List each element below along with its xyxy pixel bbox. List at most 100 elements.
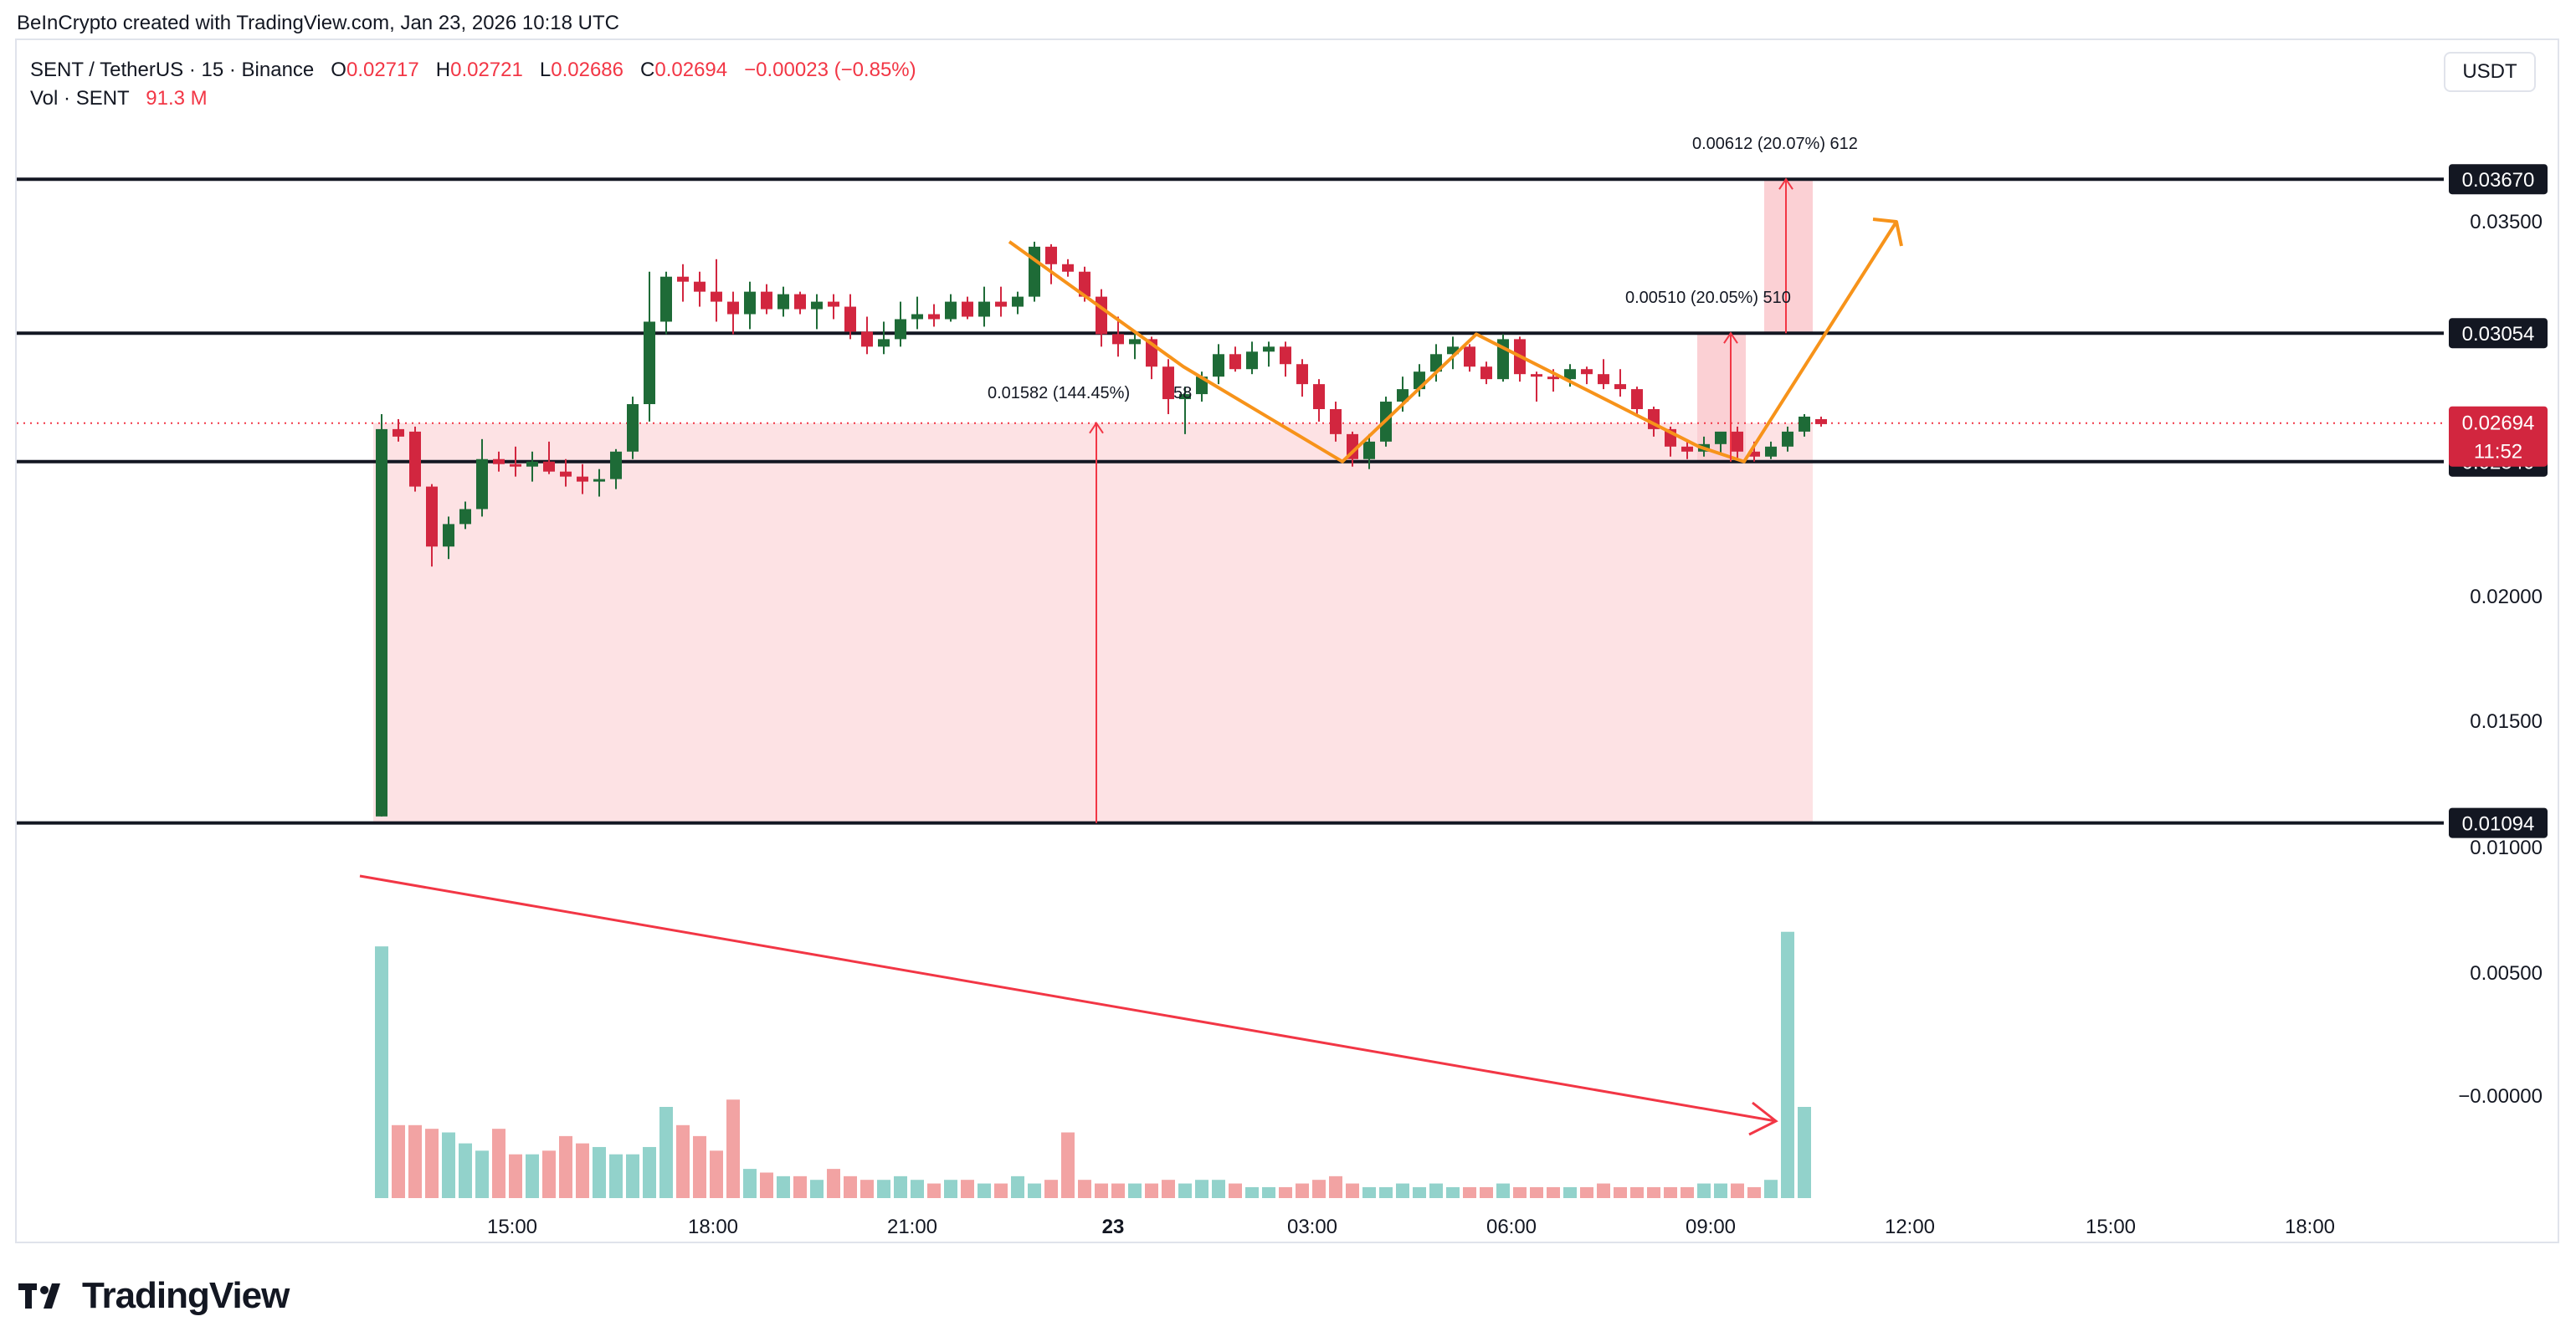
- candle-body: [1799, 416, 1810, 432]
- volume-trend-line: [359, 874, 1777, 1123]
- volume-bar: [726, 1099, 740, 1198]
- candle-body: [1681, 446, 1693, 452]
- candle-body: [526, 461, 538, 467]
- candle-body: [928, 314, 940, 320]
- measure-label-main-suffix: 58: [1173, 384, 1192, 402]
- volume-bar: [1429, 1183, 1443, 1198]
- volume-bar: [659, 1107, 673, 1198]
- projection-arrowhead: [1872, 218, 1903, 247]
- candle-body: [1581, 369, 1593, 375]
- candle-body: [1246, 351, 1258, 370]
- candle-body: [1732, 431, 1743, 452]
- volume-bar: [676, 1124, 690, 1198]
- volume-label[interactable]: Vol · SENT: [30, 87, 130, 110]
- candle-body: [1012, 296, 1024, 307]
- volume-bar: [576, 1143, 589, 1198]
- volume-bar: [1095, 1183, 1108, 1198]
- volume-bar: [693, 1135, 706, 1198]
- candle-body: [1815, 418, 1827, 424]
- candle-body: [1598, 374, 1609, 385]
- low-label: L: [539, 59, 552, 81]
- candle-body: [493, 458, 505, 464]
- volume-bar: [793, 1176, 807, 1198]
- volume-bar: [1162, 1180, 1175, 1198]
- candle-body: [1765, 446, 1777, 457]
- candle-body: [1531, 374, 1542, 377]
- candle-body: [393, 428, 404, 437]
- symbol-name[interactable]: SENT / TetherUS · 15 · Binance: [30, 59, 315, 81]
- x-tick-label: 18:00: [2285, 1216, 2335, 1238]
- low-value: 0.02686: [551, 59, 623, 81]
- x-tick-label: 12:00: [1885, 1216, 1935, 1238]
- candle-body: [1129, 339, 1141, 345]
- volume-bar: [408, 1124, 422, 1198]
- candle-body: [1363, 441, 1375, 459]
- volume-bar: [1262, 1186, 1275, 1198]
- volume-bar: [1463, 1186, 1476, 1198]
- volume-bar: [1312, 1180, 1326, 1198]
- x-tick-label: 03:00: [1287, 1216, 1337, 1238]
- volume-trend-arrowhead: [1748, 1101, 1778, 1136]
- y-tick-label: 0.01500: [2470, 710, 2543, 733]
- candle-body: [1280, 346, 1291, 365]
- volume-bar: [1563, 1186, 1577, 1198]
- volume-bar: [643, 1146, 656, 1198]
- volume-bar: [1178, 1183, 1192, 1198]
- volume-bar: [375, 946, 388, 1198]
- currency-button[interactable]: USDT: [2444, 52, 2536, 92]
- x-tick-label: 18:00: [688, 1216, 738, 1238]
- level-badge: [2449, 164, 2548, 195]
- chart-attribution: BeInCrypto created with TradingView.com,…: [17, 12, 619, 34]
- x-tick-label: 15:00: [487, 1216, 537, 1238]
- x-tick-label: 06:00: [1486, 1216, 1537, 1238]
- candle-body: [1748, 451, 1760, 457]
- measure-arrowhead-0: [1089, 421, 1104, 434]
- volume-bar: [1798, 1107, 1811, 1198]
- volume-bar: [1496, 1183, 1510, 1198]
- level-badge-label: 0.03670: [2462, 169, 2535, 192]
- volume-bar: [710, 1150, 723, 1198]
- volume-bar: [1212, 1180, 1225, 1198]
- candle-body: [1330, 409, 1342, 434]
- volume-bar: [1731, 1183, 1744, 1198]
- volume-layer: [375, 931, 1811, 1198]
- volume-bar: [1296, 1183, 1309, 1198]
- volume-bar: [1061, 1132, 1075, 1198]
- volume-bar: [1396, 1183, 1409, 1198]
- volume-bar: [1630, 1186, 1644, 1198]
- close-label: C: [640, 59, 655, 81]
- pattern-path: [1008, 220, 1898, 464]
- level-badge: [2449, 318, 2548, 349]
- volume-bar: [877, 1180, 890, 1198]
- volume-bar: [944, 1180, 957, 1198]
- candle-body: [1029, 246, 1040, 297]
- candle-body: [376, 428, 387, 817]
- candle-body: [844, 306, 856, 332]
- candle-body: [761, 291, 772, 310]
- y-tick-label: 0.03500: [2470, 211, 2543, 233]
- chart-frame: [15, 38, 2559, 1243]
- candle-body: [426, 486, 438, 547]
- candle-body: [1480, 366, 1492, 380]
- levels-layer: [17, 177, 2444, 825]
- volume-bar: [1747, 1186, 1761, 1198]
- volume-bar: [978, 1183, 991, 1198]
- candle-body: [1614, 384, 1626, 390]
- tradingview-logo[interactable]: TradingView: [18, 1275, 290, 1317]
- volume-bar: [1480, 1186, 1493, 1198]
- candle-body: [1397, 389, 1409, 402]
- candle-body: [895, 319, 906, 340]
- candle-body: [911, 314, 923, 320]
- volume-bar: [777, 1176, 790, 1198]
- volume-bar: [1547, 1186, 1560, 1198]
- volume-bar: [609, 1154, 623, 1198]
- volume-bar: [844, 1176, 857, 1198]
- candle-body: [510, 464, 521, 467]
- volume-bar: [1714, 1183, 1727, 1198]
- volume-bar: [827, 1169, 840, 1198]
- volume-bar: [1362, 1186, 1376, 1198]
- candle-body: [593, 479, 605, 482]
- volume-bar: [743, 1169, 757, 1198]
- volume-bar: [760, 1172, 773, 1198]
